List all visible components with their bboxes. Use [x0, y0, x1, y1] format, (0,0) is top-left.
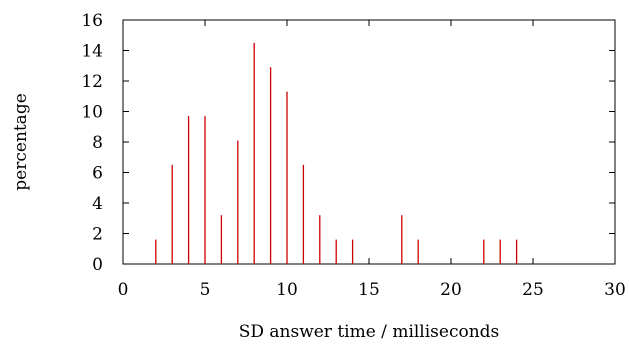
y-tick-label: 10 — [81, 103, 103, 123]
x-axis-ticks: 0 5 10 15 20 25 30 — [118, 20, 626, 300]
x-tick-label: 25 — [522, 280, 544, 300]
y-tick-label: 14 — [81, 42, 103, 62]
y-axis-title: percentage — [11, 93, 31, 191]
plot-frame — [122, 19, 616, 265]
y-tick-label: 4 — [92, 194, 103, 214]
x-axis-title: SD answer time / milliseconds — [239, 322, 500, 342]
y-tick-label: 0 — [92, 255, 103, 275]
x-tick-label: 5 — [200, 280, 211, 300]
plot-border — [122, 19, 616, 265]
x-tick-label: 20 — [440, 280, 462, 300]
y-tick-label: 16 — [81, 11, 103, 31]
y-tick-label: 12 — [81, 72, 103, 92]
x-tick-label: 0 — [118, 280, 129, 300]
y-tick-label: 2 — [92, 225, 103, 245]
x-tick-label: 10 — [276, 280, 298, 300]
x-tick-label: 30 — [604, 280, 626, 300]
y-axis-ticks: 0 2 4 6 8 10 12 14 16 — [81, 11, 615, 275]
bars — [155, 42, 518, 264]
y-tick-label: 6 — [92, 164, 103, 184]
x-tick-label: 15 — [358, 280, 380, 300]
y-tick-label: 8 — [92, 133, 103, 153]
